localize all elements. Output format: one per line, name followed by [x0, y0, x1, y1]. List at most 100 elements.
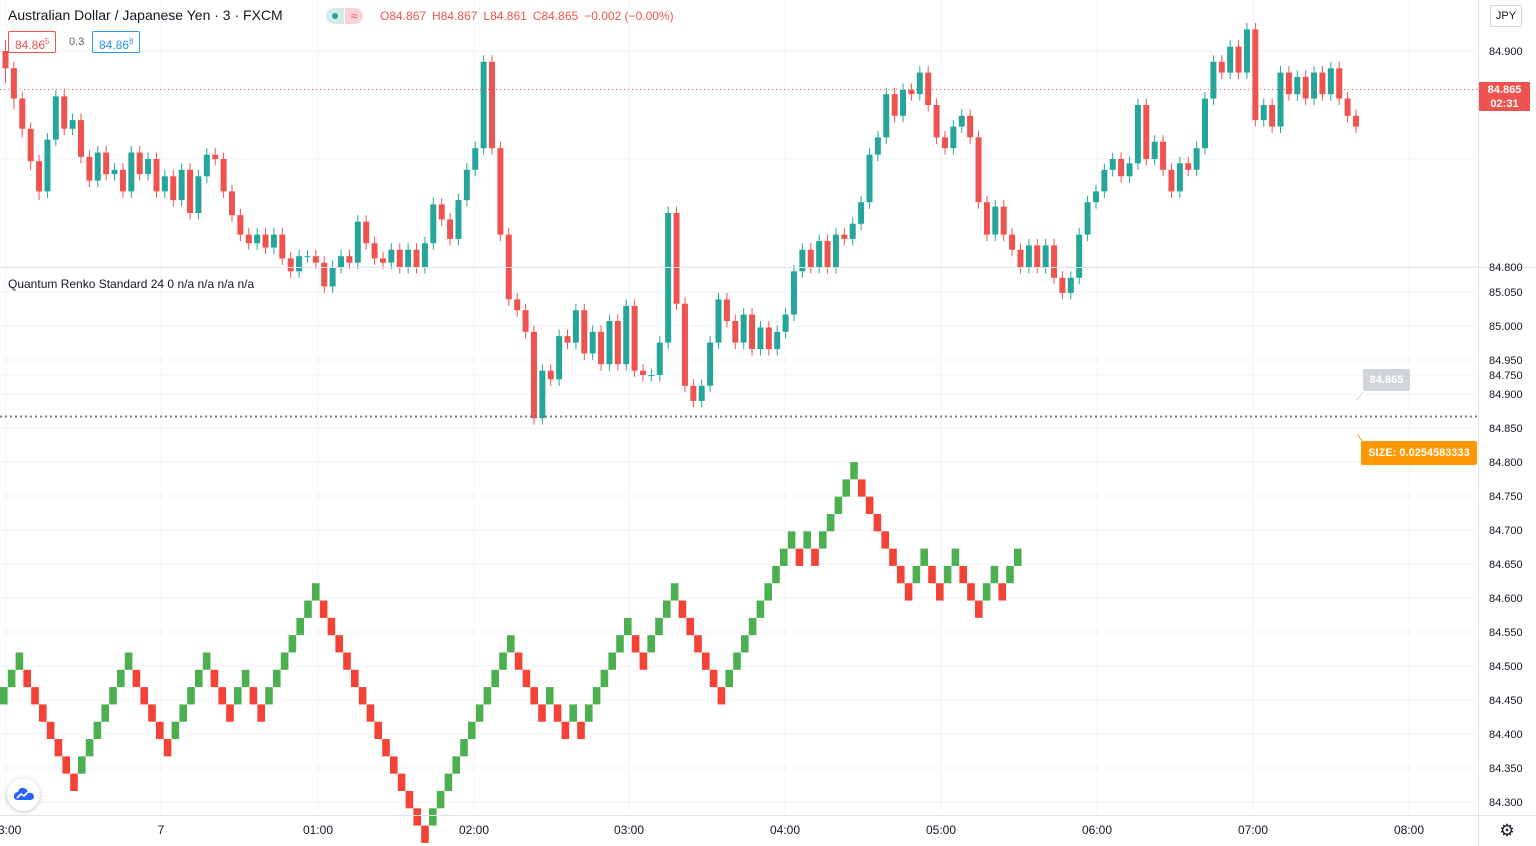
renko-up-brick — [179, 704, 187, 722]
candle-body — [547, 370, 554, 380]
candle-body — [304, 256, 311, 258]
renko-up-brick — [990, 565, 999, 584]
renko-up-brick — [670, 583, 679, 601]
price-tick-label: 84.300 — [1489, 797, 1523, 809]
renko-down-brick — [514, 652, 523, 670]
renko-down-brick — [148, 704, 156, 722]
candle-body — [170, 176, 177, 201]
candle-body — [145, 159, 152, 175]
renko-up-brick — [288, 635, 297, 653]
renko-up-brick — [600, 669, 609, 688]
renko-up-brick — [296, 617, 304, 636]
renko-size-label: SIZE: 0.0254583333 — [1361, 441, 1477, 465]
renko-down-brick — [998, 583, 1006, 601]
candle-body — [648, 375, 655, 376]
candle-body — [279, 234, 286, 259]
candle-body — [950, 126, 957, 149]
candle-body — [1218, 61, 1225, 73]
candle-body — [572, 310, 579, 343]
candle-body — [203, 154, 210, 177]
candle-body — [1277, 72, 1284, 127]
candle-body — [1067, 277, 1074, 293]
price-tick-label: 84.400 — [1489, 729, 1523, 741]
candle-body — [1235, 46, 1242, 73]
renko-down-brick — [928, 565, 936, 584]
renko-up-brick — [920, 548, 928, 566]
renko-up-brick — [429, 808, 437, 826]
renko-down-brick — [327, 617, 336, 636]
candle-body — [807, 249, 814, 267]
renko-up-brick — [15, 652, 24, 670]
renko-up-brick — [195, 669, 203, 688]
indicator-title[interactable]: Quantum Renko Standard 24 0 n/a n/a n/a … — [8, 277, 255, 291]
candle-body — [816, 241, 823, 267]
candle-body — [1009, 234, 1016, 250]
renko-up-brick — [655, 617, 663, 636]
ohlc-low: L84.861 — [483, 9, 527, 23]
renko-down-brick — [319, 600, 328, 618]
candle-body — [94, 152, 101, 181]
renko-up-brick — [624, 617, 632, 636]
buy-price-button[interactable]: 84.868 — [92, 31, 141, 53]
time-tick-label: 04:00 — [770, 823, 800, 837]
renko-up-brick — [7, 669, 16, 688]
candle-body — [187, 169, 194, 213]
candle-body — [799, 249, 806, 272]
renko-down-brick — [23, 669, 31, 688]
candle-body — [765, 327, 772, 350]
candle-body — [1176, 163, 1183, 192]
candle-body — [27, 128, 34, 162]
renko-down-brick — [811, 548, 819, 566]
time-tick-label: 01:00 — [303, 823, 333, 837]
renko-up-brick — [803, 531, 811, 549]
size-tag-connector — [1356, 433, 1364, 443]
candle-body — [245, 234, 252, 244]
candle-body — [212, 154, 219, 159]
gear-icon[interactable]: ⚙ — [1499, 821, 1515, 840]
renko-down-brick — [959, 565, 967, 584]
candle-body — [1168, 169, 1175, 192]
renko-down-brick — [686, 617, 694, 636]
data-wave-icon[interactable]: ≈ — [345, 8, 363, 24]
candle-body — [623, 305, 630, 365]
renko-down-brick — [31, 687, 39, 705]
renko-down-brick — [70, 773, 78, 791]
renko-down-brick — [343, 652, 351, 670]
renko-down-brick — [39, 704, 47, 722]
renko-down-brick — [522, 669, 531, 688]
candle-body — [1260, 105, 1267, 121]
candle-body — [1319, 72, 1326, 95]
candle-body — [153, 159, 160, 192]
candle-body — [262, 234, 269, 248]
price-tick-label: 84.800 — [1489, 262, 1523, 274]
time-tick-label: 06:00 — [1082, 823, 1112, 837]
candle-body — [363, 221, 370, 244]
candle-body — [740, 314, 747, 343]
symbol-title[interactable]: Australian Dollar / Japanese Yen · 3 · F… — [8, 7, 283, 23]
renko-down-brick — [795, 548, 804, 566]
candle-body — [1243, 29, 1250, 73]
tradingview-logo[interactable] — [7, 778, 40, 811]
renko-down-brick — [865, 496, 874, 514]
candle-body — [698, 385, 705, 401]
renko-down-brick — [936, 583, 944, 601]
candle-body — [581, 310, 588, 354]
renko-down-brick — [421, 825, 429, 843]
renko-down-brick — [717, 687, 726, 705]
candle-body — [128, 152, 135, 192]
candle-body — [1034, 245, 1041, 267]
currency-badge[interactable]: JPY — [1490, 5, 1522, 27]
renko-up-brick — [241, 669, 250, 688]
candle-body — [430, 204, 437, 244]
market-status-indicator[interactable]: ≈ — [326, 8, 366, 24]
sell-price-button[interactable]: 84.865 — [8, 31, 57, 53]
candle-body — [967, 115, 974, 138]
candle-body — [681, 303, 688, 386]
candle-body — [1084, 202, 1091, 235]
candle-body — [983, 202, 990, 235]
market-open-dot-icon[interactable] — [326, 8, 344, 24]
candle-body — [438, 204, 445, 220]
candle-body — [1336, 68, 1343, 99]
ask-price: 84.86 — [99, 38, 130, 52]
